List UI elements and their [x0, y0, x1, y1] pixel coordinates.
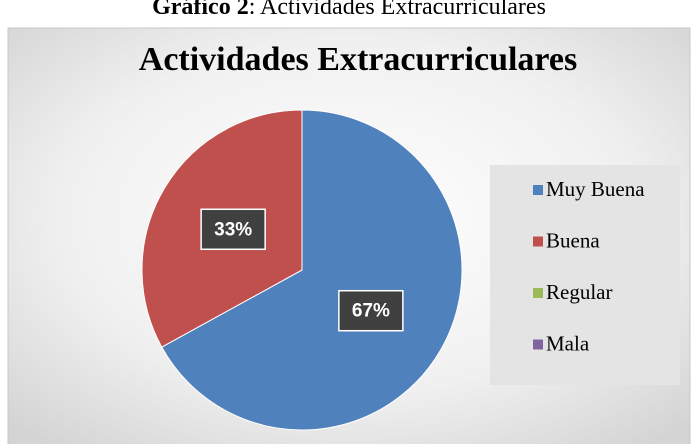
legend-swatch — [533, 339, 543, 350]
data-label-box — [200, 208, 266, 251]
caption-text: : Actividades Extracurriculares — [249, 0, 546, 20]
data-label-box — [338, 289, 404, 332]
legend-box — [490, 165, 680, 385]
data-label: 33% — [214, 219, 252, 240]
chart-title: Actividades Extracurriculares — [139, 41, 577, 78]
data-label: 67% — [352, 301, 390, 322]
pie-slice — [161, 109, 463, 431]
legend-label: Muy Buena — [546, 177, 645, 201]
legend-label: Regular — [546, 280, 612, 304]
legend-label: Mala — [546, 331, 590, 355]
caption: Gráfico 2: Actividades Extracurriculares — [152, 0, 546, 20]
caption-label: Gráfico 2 — [152, 0, 249, 20]
legend-swatch — [533, 236, 543, 247]
legend-label: Buena — [546, 228, 600, 252]
legend-swatch — [533, 185, 543, 195]
legend-swatch — [533, 288, 543, 298]
